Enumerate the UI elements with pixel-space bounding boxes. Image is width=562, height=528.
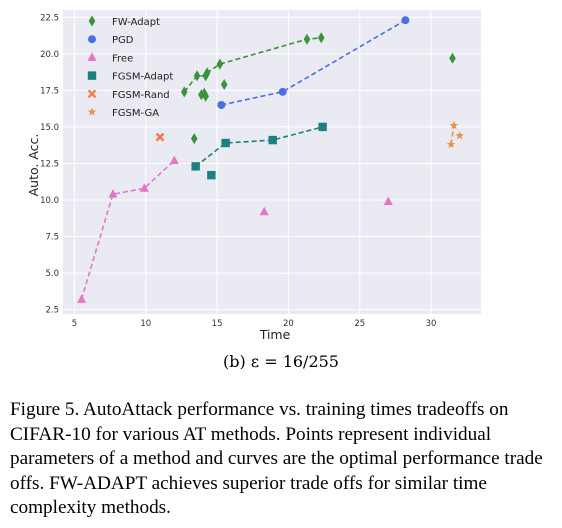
legend-marker-fgsm-adapt <box>87 71 97 80</box>
legend-marker-pgd <box>88 35 96 44</box>
legend-label-free: Free <box>112 53 133 64</box>
figure-label: Figure 5. <box>10 399 80 420</box>
fgsm-adapt-point <box>221 138 230 148</box>
x-tick-label: 10 <box>140 319 151 329</box>
x-tick-label: 25 <box>354 319 365 329</box>
x-tick-label: 5 <box>72 319 77 329</box>
y-tick-label: 17.5 <box>40 86 59 96</box>
legend-marker-fgsm-rand <box>87 89 97 99</box>
fgsm-adapt-point <box>318 122 327 132</box>
y-tick-label: 12.5 <box>40 159 59 169</box>
y-tick-label: 7.5 <box>45 233 59 243</box>
legend-label-fw-adapt: FW-Adapt <box>112 17 160 28</box>
free-point <box>77 294 87 303</box>
fw-adapt-point <box>203 67 211 79</box>
legend-label-fgsm-adapt: FGSM-Adapt <box>112 72 173 83</box>
caption-text: AutoAttack performance vs. training time… <box>10 399 543 518</box>
fgsm-ga-point <box>449 120 459 130</box>
free-frontier-line <box>80 159 175 300</box>
legend-marker-fw-adapt <box>88 15 96 27</box>
fw-adapt-point <box>202 90 209 102</box>
fgsm-ga-point <box>455 131 464 140</box>
fw-adapt-point <box>198 89 205 101</box>
fw-adapt-point <box>216 58 224 70</box>
y-tick-label: 15.0 <box>40 123 59 133</box>
legend-label-fgsm-rand: FGSM-Rand <box>112 90 170 101</box>
fgsm-rand-point <box>155 132 165 142</box>
y-tick-label: 22.5 <box>40 13 59 23</box>
y-tick-label: 2.5 <box>45 306 59 316</box>
fw-adapt-point <box>180 86 188 98</box>
chart: 5 10 15 20 25 30 2.5 5.0 7.5 10.0 12.5 15.0 17.5 20.… <box>26 10 481 342</box>
x-tick-label: 30 <box>426 319 437 329</box>
fgsm-adapt-point <box>268 135 277 145</box>
y-tick-label: 20.0 <box>40 50 59 60</box>
fw-adapt-point <box>449 52 456 64</box>
pgd-point <box>401 16 410 25</box>
free-point <box>169 155 179 165</box>
fgsm-adapt-frontier-line <box>195 126 323 168</box>
grid <box>63 10 481 314</box>
legend-label-fgsm-ga: FGSM-GA <box>112 108 159 119</box>
fw-adapt-point <box>303 33 311 45</box>
legend-marker-free <box>87 52 97 61</box>
y-tick-label: 10.0 <box>40 196 59 206</box>
fgsm-adapt-point <box>191 162 200 171</box>
pgd-frontier-line <box>221 19 406 106</box>
legend: FW-Adapt PGD Free FGSM-Adapt FGSM-Rand FGSM-G… <box>87 15 173 119</box>
fw-adapt-point <box>220 79 228 91</box>
x-tick-labels: 5 10 15 20 25 30 <box>72 319 437 329</box>
y-tick-labels: 2.5 5.0 7.5 10.0 12.5 15.0 17.5 20.0 22.5 <box>40 13 59 315</box>
figure-caption: Figure 5. AutoAttack performance vs. tra… <box>10 398 555 521</box>
free-point <box>139 183 149 192</box>
legend-label-pgd: PGD <box>112 35 134 46</box>
free-point <box>108 189 118 198</box>
fgsm-ga-point <box>446 139 456 149</box>
legend-marker-fgsm-ga <box>87 107 97 116</box>
pgd-point <box>278 87 287 96</box>
x-axis-label: Time <box>259 327 291 342</box>
fw-adapt-point <box>193 70 201 82</box>
y-tick-label: 5.0 <box>45 269 59 279</box>
free-point <box>259 206 269 216</box>
subcaption: (b) ε = 16/255 <box>223 352 339 371</box>
y-axis-label: Auto. Acc. <box>26 134 41 197</box>
fgsm-adapt-point <box>207 170 216 180</box>
x-tick-label: 15 <box>212 319 223 329</box>
plot-area <box>63 10 481 314</box>
fw-adapt-point <box>317 32 325 44</box>
fw-adapt-point <box>190 133 198 145</box>
data-markers <box>77 16 464 303</box>
pgd-point <box>217 101 226 109</box>
x-tick-label: 20 <box>283 319 294 329</box>
free-point <box>383 196 393 205</box>
